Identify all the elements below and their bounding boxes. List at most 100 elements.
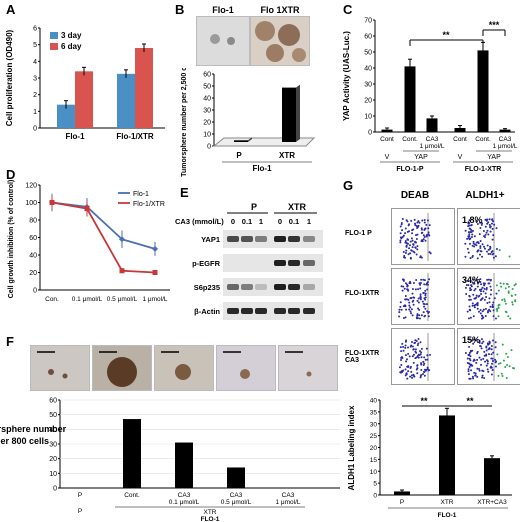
c-category-label: 1 μmol/L	[419, 143, 444, 150]
g-dot	[416, 372, 419, 375]
g-dot	[402, 285, 405, 288]
g-dot	[485, 364, 488, 367]
c-y-tick-label: 60	[364, 34, 372, 41]
g-dot	[401, 278, 404, 281]
g-dot	[416, 245, 419, 248]
g-dot	[485, 287, 488, 290]
g-dot	[475, 244, 478, 247]
g-dot	[471, 233, 474, 236]
g-dot	[486, 229, 489, 232]
g-dot	[427, 369, 430, 372]
e-band	[274, 308, 286, 314]
g-dot	[472, 342, 475, 345]
g-dot	[476, 222, 479, 225]
e-band	[288, 236, 300, 242]
g-dot-positive	[495, 308, 498, 311]
g-dot	[478, 288, 481, 291]
g-dot	[467, 373, 470, 376]
g-dot	[479, 344, 482, 347]
g-dot	[423, 374, 426, 377]
g-dot	[487, 348, 490, 351]
g-dot	[489, 293, 492, 296]
c-bar	[426, 118, 438, 132]
d-point	[152, 270, 158, 275]
g-dot-positive	[511, 303, 514, 306]
g-dot	[475, 279, 478, 282]
g-dot	[416, 364, 419, 367]
g-dot	[399, 239, 402, 242]
g-dot	[490, 288, 493, 291]
g-dot	[419, 298, 422, 301]
g-dot	[467, 251, 470, 254]
g-dot	[416, 314, 419, 317]
g-dot	[418, 282, 421, 285]
g-dot	[423, 305, 426, 308]
g-dot	[474, 372, 477, 375]
g-dot	[483, 377, 486, 380]
g-dot	[490, 251, 493, 254]
g-dot	[473, 297, 476, 300]
e-row-label: S6p235	[194, 283, 220, 292]
g-dot	[486, 342, 489, 345]
g-dot	[407, 238, 410, 241]
f-y-tick-label: 20	[49, 456, 57, 463]
g-dot	[467, 370, 470, 373]
g-dot	[488, 218, 491, 221]
g-dot	[423, 227, 426, 230]
g-dot	[420, 369, 423, 372]
g-dot	[476, 249, 479, 252]
g-dot	[471, 302, 474, 305]
g-dot	[423, 368, 426, 371]
g-dot	[492, 234, 495, 237]
g-dot	[416, 221, 419, 224]
g-dot	[400, 359, 403, 362]
g-dot	[490, 365, 493, 368]
a-ylabel: Cell proliferation (OD490)	[5, 29, 14, 126]
f-y-tick-label: 0	[53, 486, 57, 493]
g-dot	[488, 223, 491, 226]
g-dot	[399, 236, 402, 239]
g-dot	[480, 293, 483, 296]
g-dot	[484, 360, 487, 363]
g-dot	[476, 285, 479, 288]
e-lane-label: 1	[259, 217, 263, 226]
g-dot-positive	[506, 363, 509, 366]
g-dot	[481, 286, 484, 289]
c-sig-label: **	[442, 30, 450, 40]
g-dot	[409, 310, 412, 313]
g-dot	[490, 344, 493, 347]
g-dot-positive	[507, 315, 510, 318]
g-dot	[400, 350, 403, 353]
panel-f-chart: 0 10 20 30 40 50 60 Tumorsphere number per 800 c…	[0, 398, 340, 522]
g-dot	[420, 363, 423, 366]
g-dot	[425, 282, 428, 285]
c-category-label: Cont	[380, 136, 394, 143]
g-dot	[467, 225, 470, 228]
g-dot	[421, 219, 424, 222]
f-y-tick-label: 50	[49, 412, 57, 419]
g-dot	[404, 344, 407, 347]
g-dot-positive	[496, 353, 499, 356]
b-bar-side	[248, 137, 252, 142]
g-dot	[491, 218, 494, 221]
g-dot	[470, 224, 473, 227]
photo-label-flo1xtr: Flo 1XTR	[260, 5, 300, 15]
g-dot	[399, 301, 402, 304]
g-dot-positive	[514, 283, 517, 286]
g-dot	[427, 231, 430, 234]
f-sub-label: P	[78, 508, 82, 515]
a-y-tick-label: 4	[33, 59, 37, 66]
g-dot	[477, 310, 480, 313]
panel-a-chart: 0 1 2 3 4 5 6 Cell proliferation (OD490) Flo-1 Fl…	[5, 26, 165, 141]
e-group-label: XTR	[288, 202, 307, 212]
g-dot	[491, 227, 494, 230]
e-lane-label: 0.1	[242, 217, 252, 226]
g-dot	[426, 283, 429, 286]
g-dot	[411, 314, 414, 317]
g-dot	[404, 354, 407, 357]
g-dot-positive	[500, 372, 503, 375]
a-legend-swatch	[50, 32, 58, 39]
g-dot	[423, 235, 426, 238]
g-dot	[483, 245, 486, 248]
panel-f-label: F	[6, 334, 14, 349]
